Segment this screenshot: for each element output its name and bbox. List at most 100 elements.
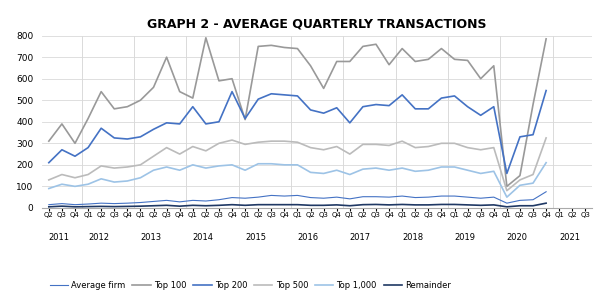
Top 500	[163, 146, 170, 149]
Average firm	[451, 194, 458, 198]
Top 100	[268, 44, 275, 47]
Top 100	[503, 185, 510, 188]
Top 200	[202, 122, 210, 126]
Remainder	[242, 203, 249, 207]
Top 500	[45, 178, 53, 182]
Average firm	[464, 195, 471, 199]
Text: 2017: 2017	[350, 233, 371, 242]
Average firm	[124, 201, 131, 205]
Top 500	[58, 173, 66, 176]
Top 500	[320, 148, 327, 151]
Top 500	[215, 142, 222, 145]
Remainder	[425, 203, 432, 207]
Top 500	[150, 154, 157, 158]
Top 500	[255, 140, 262, 144]
Top 1,000	[516, 184, 524, 187]
Top 100	[228, 77, 236, 80]
Average firm	[71, 203, 79, 206]
Top 100	[438, 47, 445, 50]
Top 1,000	[359, 168, 367, 171]
Top 200	[228, 90, 236, 93]
Top 1,000	[255, 162, 262, 165]
Top 100	[281, 46, 288, 49]
Average firm	[228, 196, 236, 199]
Top 1,000	[242, 168, 249, 172]
Top 500	[307, 146, 314, 149]
Top 500	[98, 164, 105, 168]
Average firm	[58, 202, 66, 206]
Top 1,000	[372, 166, 379, 170]
Average firm	[45, 203, 53, 206]
Average firm	[150, 200, 157, 203]
Average firm	[294, 194, 301, 197]
Line: Remainder: Remainder	[49, 203, 546, 207]
Top 500	[111, 166, 118, 170]
Top 1,000	[529, 181, 536, 185]
Top 500	[333, 145, 340, 148]
Top 500	[529, 173, 536, 176]
Top 200	[294, 94, 301, 98]
Top 100	[176, 90, 184, 93]
Top 500	[542, 136, 550, 140]
Top 500	[490, 146, 498, 149]
Average firm	[85, 202, 92, 206]
Top 100	[385, 63, 393, 67]
Top 200	[85, 146, 92, 149]
Remainder	[333, 203, 340, 207]
Top 200	[372, 103, 379, 106]
Remainder	[45, 205, 53, 208]
Top 100	[150, 86, 157, 89]
Remainder	[176, 204, 184, 208]
Top 200	[529, 133, 536, 137]
Top 200	[137, 135, 144, 139]
Top 1,000	[228, 163, 236, 167]
Top 500	[464, 146, 471, 149]
Top 1,000	[399, 166, 406, 170]
Top 100	[124, 105, 131, 108]
Top 1,000	[202, 166, 210, 170]
Top 1,000	[71, 185, 79, 188]
Top 200	[425, 107, 432, 110]
Top 100	[464, 59, 471, 62]
Top 200	[242, 117, 249, 120]
Top 1,000	[477, 172, 484, 175]
Line: Average firm: Average firm	[49, 192, 546, 205]
Average firm	[137, 201, 144, 204]
Top 100	[215, 79, 222, 83]
Top 200	[255, 97, 262, 101]
Average firm	[255, 195, 262, 199]
Top 200	[58, 148, 66, 151]
Average firm	[438, 194, 445, 198]
Top 200	[307, 108, 314, 112]
Top 1,000	[281, 163, 288, 167]
Top 200	[124, 137, 131, 141]
Average firm	[385, 195, 393, 199]
Top 200	[451, 94, 458, 98]
Top 200	[189, 105, 196, 108]
Remainder	[150, 204, 157, 208]
Remainder	[294, 203, 301, 206]
Top 100	[58, 122, 66, 126]
Top 200	[150, 127, 157, 131]
Top 500	[242, 143, 249, 146]
Text: 2019: 2019	[454, 233, 475, 242]
Remainder	[385, 203, 393, 207]
Line: Top 1,000: Top 1,000	[49, 163, 546, 197]
Average firm	[215, 198, 222, 201]
Top 200	[320, 111, 327, 115]
Top 100	[189, 96, 196, 100]
Top 1,000	[45, 187, 53, 190]
Top 1,000	[137, 176, 144, 179]
Top 1,000	[333, 168, 340, 172]
Line: Top 100: Top 100	[49, 38, 546, 187]
Top 100	[542, 37, 550, 41]
Text: 2013: 2013	[140, 233, 161, 242]
Remainder	[320, 203, 327, 207]
Top 500	[411, 146, 419, 149]
Top 500	[503, 189, 510, 192]
Top 200	[385, 104, 393, 108]
Remainder	[372, 203, 379, 206]
Average firm	[333, 195, 340, 199]
Top 1,000	[124, 179, 131, 183]
Top 200	[281, 93, 288, 97]
